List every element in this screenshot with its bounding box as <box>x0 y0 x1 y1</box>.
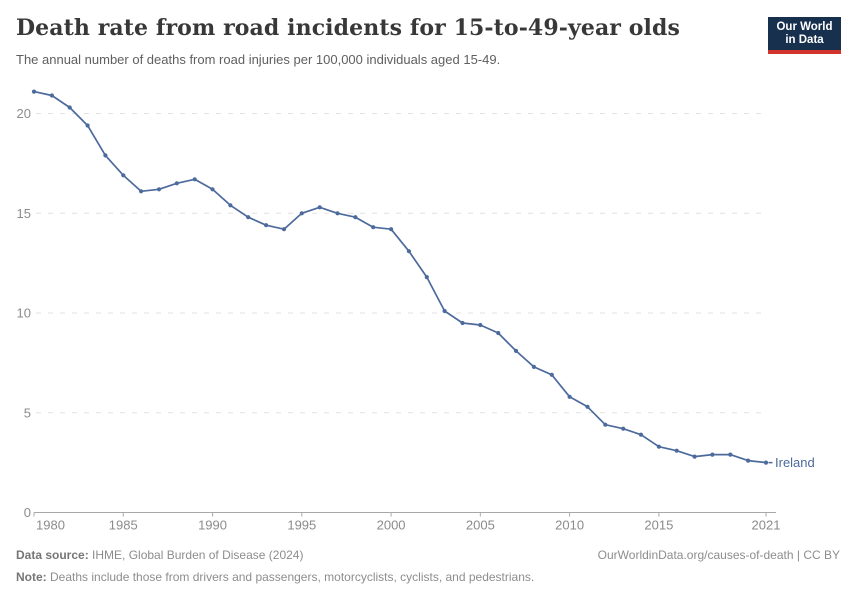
data-source-line: Data source: IHME, Global Burden of Dise… <box>16 544 303 566</box>
data-point-1996[interactable] <box>317 205 322 210</box>
data-line-ireland[interactable] <box>33 90 767 464</box>
data-point-1981[interactable] <box>49 93 55 98</box>
y-tick-label-0: 0 <box>24 505 31 520</box>
data-source-text: IHME, Global Burden of Disease (2024) <box>88 548 304 562</box>
data-point-2014[interactable] <box>638 432 644 437</box>
data-point-1998[interactable] <box>353 215 358 220</box>
footer-link[interactable]: OurWorldinData.org/causes-of-death | CC … <box>597 548 840 562</box>
data-point-2006[interactable] <box>496 330 501 336</box>
y-tick-label-20: 20 <box>17 106 31 121</box>
data-point-2004[interactable] <box>460 320 465 326</box>
data-point-1994[interactable] <box>281 227 287 232</box>
data-point-2017[interactable] <box>692 454 697 459</box>
data-point-1982[interactable] <box>67 105 72 110</box>
x-tick-label-1980: 1980 <box>36 518 65 533</box>
data-point-2003[interactable] <box>442 308 447 314</box>
data-point-2002[interactable] <box>424 275 429 280</box>
x-tick-label-1995: 1995 <box>287 518 316 533</box>
data-point-2020[interactable] <box>746 458 751 463</box>
footer-row-1: Data source: IHME, Global Burden of Dise… <box>16 544 840 566</box>
owid-logo-line2: in Data <box>785 34 824 46</box>
line-chart-canvas[interactable]: 0 5 10 15 20 1980 1985 1990 1995 2000 2005 2010 2015… <box>0 0 850 540</box>
data-point-1993[interactable] <box>264 223 269 228</box>
data-point-1985[interactable] <box>121 173 126 178</box>
series-end-label: Ireland <box>775 455 815 470</box>
x-tick-label-2000: 2000 <box>377 518 406 533</box>
data-source-label: Data source: <box>16 548 89 562</box>
data-point-2005[interactable] <box>478 322 483 328</box>
data-point-1991[interactable] <box>228 203 233 208</box>
data-point-2009[interactable] <box>549 372 554 377</box>
data-point-1992[interactable] <box>246 215 251 220</box>
x-tick-label-2005: 2005 <box>466 518 495 533</box>
y-tick-label-5: 5 <box>24 405 31 420</box>
data-point-1980[interactable] <box>31 89 37 94</box>
data-point-2018[interactable] <box>710 452 715 457</box>
note-label: Note: <box>16 570 47 584</box>
data-point-2019[interactable] <box>728 452 733 457</box>
owid-logo-line1: Our World <box>776 21 833 33</box>
data-point-1997[interactable] <box>335 211 340 216</box>
data-point-2008[interactable] <box>531 364 537 369</box>
x-tick-label-1985: 1985 <box>109 518 138 533</box>
x-tick-label-1990: 1990 <box>198 518 227 533</box>
data-point-2021[interactable] <box>763 460 769 465</box>
y-tick-label-15: 15 <box>17 206 31 221</box>
x-tick-label-2015: 2015 <box>644 518 673 533</box>
data-point-1999[interactable] <box>371 225 376 230</box>
data-point-2007[interactable] <box>513 348 519 353</box>
data-point-1987[interactable] <box>156 187 162 192</box>
chart-title: Death rate from road incidents for 15-to… <box>16 15 680 41</box>
data-point-2013[interactable] <box>621 426 626 431</box>
y-tick-label-10: 10 <box>17 306 31 321</box>
x-tick-label-2021: 2021 <box>752 518 781 533</box>
data-point-2011[interactable] <box>585 404 590 409</box>
note-text: Deaths include those from drivers and pa… <box>46 570 535 584</box>
data-point-2001[interactable] <box>406 249 411 254</box>
data-point-1988[interactable] <box>174 181 179 186</box>
data-point-1989[interactable] <box>192 177 197 182</box>
data-point-2010[interactable] <box>567 394 572 399</box>
data-point-1986[interactable] <box>139 189 144 194</box>
data-point-1995[interactable] <box>299 211 304 216</box>
data-point-2015[interactable] <box>656 444 662 449</box>
data-point-2012[interactable] <box>603 422 608 427</box>
chart-header: Death rate from road incidents for 15-to… <box>16 14 760 68</box>
chart-footer: Data source: IHME, Global Burden of Dise… <box>16 544 840 588</box>
x-tick-label-2010: 2010 <box>555 518 584 533</box>
owid-logo: Our World in Data <box>768 17 841 54</box>
data-point-1990[interactable] <box>210 187 215 192</box>
data-point-1983[interactable] <box>85 123 90 128</box>
data-point-2016[interactable] <box>674 448 679 453</box>
note-line: Note: Deaths include those from drivers … <box>16 566 534 588</box>
data-point-1984[interactable] <box>103 153 108 158</box>
data-point-2000[interactable] <box>389 227 394 232</box>
chart-subtitle: The annual number of deaths from road in… <box>16 52 501 67</box>
footer-row-2: Note: Deaths include those from drivers … <box>16 566 840 588</box>
